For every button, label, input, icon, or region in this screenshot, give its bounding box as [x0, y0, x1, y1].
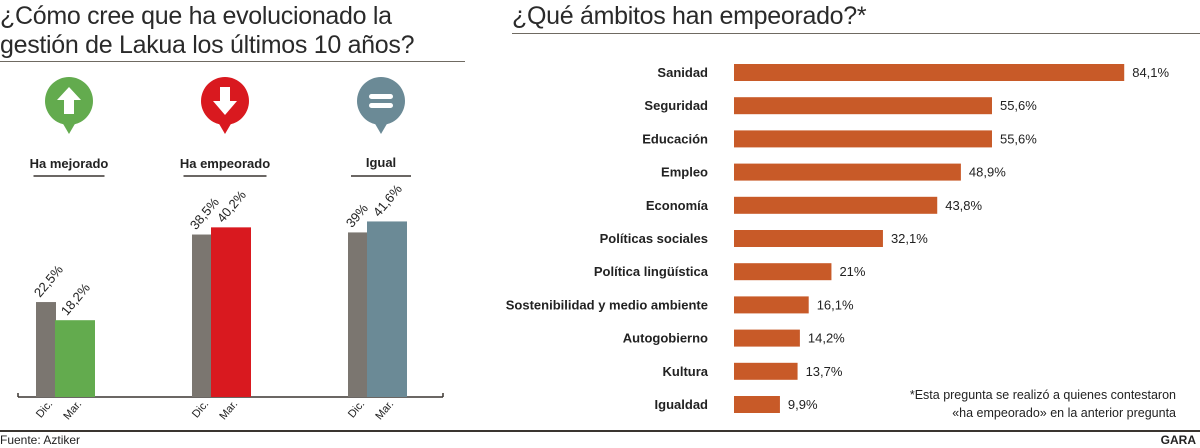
bar-mar	[55, 320, 95, 397]
bar	[734, 230, 883, 247]
value-label: 41,6%	[370, 181, 405, 219]
bar	[734, 329, 800, 347]
footnote: *Esta pregunta se realizó a quienes cont…	[880, 386, 1176, 422]
bar	[734, 296, 809, 314]
footnote-line2: «ha empeorado» en la anterior pregunta	[952, 406, 1176, 420]
category-label: Políticas sociales	[600, 231, 708, 246]
bar	[734, 196, 938, 214]
value-label: 32,1%	[891, 231, 928, 246]
bar-mar	[211, 227, 251, 397]
bar	[734, 163, 961, 181]
bubble-pointer	[218, 122, 232, 134]
value-label: 14,2%	[808, 331, 845, 346]
bubble-pointer	[374, 122, 388, 134]
equals-icon	[369, 94, 393, 99]
category-label: Kultura	[663, 364, 709, 379]
value-label: 55,6%	[1000, 131, 1037, 146]
footer-rule	[0, 430, 1200, 432]
bar-dic	[36, 302, 56, 397]
equals-icon	[369, 103, 393, 108]
value-label: 55,6%	[1000, 98, 1037, 113]
category-label: Ha mejorado	[30, 156, 109, 171]
category-label: Sostenibilidad y medio ambiente	[506, 297, 708, 312]
footnote-line1: *Esta pregunta se realizó a quienes cont…	[909, 388, 1176, 402]
category-label: Seguridad	[644, 98, 708, 113]
category-label: Empleo	[661, 165, 708, 180]
brand: GARA	[1160, 433, 1196, 447]
value-label: 43,8%	[945, 198, 982, 213]
bar	[734, 263, 832, 281]
category-label: Sanidad	[657, 65, 708, 80]
x-tick-label: Mar.	[373, 398, 396, 422]
value-label: 13,7%	[806, 364, 843, 379]
x-tick-label: Mar.	[61, 398, 84, 422]
category-label: Economía	[646, 198, 709, 213]
x-tick-label: Dic.	[346, 398, 367, 420]
bar	[734, 362, 798, 380]
bar-dic	[348, 232, 368, 397]
arrow-up-icon	[57, 87, 81, 114]
bar-mar	[367, 221, 407, 397]
bar	[734, 97, 992, 115]
left-chart-title: ¿Cómo cree que ha evolucionado la gestió…	[0, 2, 415, 59]
category-label: Ha empeorado	[180, 156, 270, 171]
bubble-pointer	[62, 122, 76, 134]
bar	[734, 130, 992, 148]
right-chart-title: ¿Qué ámbitos han empeorado?*	[512, 2, 867, 30]
category-label: Igual	[366, 155, 396, 170]
value-label: 84,1%	[1132, 65, 1169, 80]
x-tick-label: Dic.	[190, 398, 211, 420]
source: Fuente: Aztiker	[0, 433, 81, 447]
category-label: Educación	[642, 131, 708, 146]
x-tick-label: Dic.	[34, 398, 55, 420]
equals-icon-bubble	[357, 77, 405, 125]
value-label: 9,9%	[788, 397, 818, 412]
value-label: 48,9%	[969, 165, 1006, 180]
category-label: Política lingüística	[594, 264, 709, 279]
bar	[734, 396, 780, 413]
right-title-rule	[512, 33, 1200, 34]
value-label: 18,2%	[58, 280, 93, 318]
value-label: 16,1%	[817, 297, 854, 312]
left-title-rule	[0, 61, 465, 62]
bar	[734, 64, 1125, 81]
value-label: 21%	[839, 264, 865, 279]
category-label: Autogobierno	[623, 331, 708, 346]
bar-dic	[192, 234, 212, 397]
x-tick-label: Mar.	[217, 398, 240, 422]
category-label: Igualdad	[655, 397, 709, 412]
value-label: 22,5%	[31, 262, 66, 300]
arrow-down-icon	[213, 87, 237, 115]
